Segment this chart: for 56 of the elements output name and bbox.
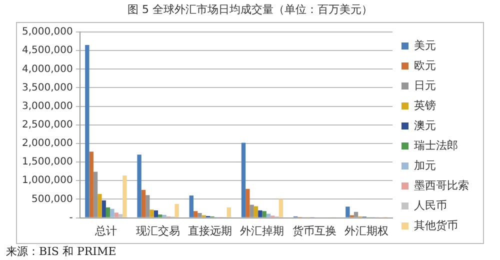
legend-label: 美元: [414, 38, 436, 52]
bar: [110, 208, 114, 218]
bar: [85, 45, 90, 218]
bar: [162, 214, 166, 218]
legend-label: 欧元: [414, 58, 436, 72]
x-tick-label: 直接远期: [188, 224, 232, 238]
bar: [262, 211, 266, 218]
legend-label: 英镑: [414, 98, 436, 112]
chart-title: 图 5 全球外汇市场日均成交量（单位：百万美元）: [126, 2, 374, 17]
x-tick-label: 现汇交易: [136, 224, 180, 238]
x-tick-label: 货币互换: [292, 224, 336, 238]
bar: [118, 214, 123, 218]
legend-label: 澳元: [414, 118, 436, 132]
y-tick-label: 1,500,000: [22, 156, 73, 168]
y-tick-label: 2,500,000: [22, 119, 73, 130]
bar: [154, 210, 158, 218]
y-tick-label: 500,000: [32, 194, 73, 205]
legend-label: 墨西哥比索: [414, 178, 469, 192]
bar: [158, 214, 162, 218]
y-tick-label: -: [69, 212, 74, 224]
y-tick-label: 5,000,000: [22, 26, 73, 38]
bar: [102, 200, 106, 218]
bar: [254, 206, 258, 218]
bar: [150, 210, 154, 218]
bar: [174, 204, 179, 218]
bar: [241, 142, 246, 218]
bar: [346, 206, 350, 218]
bar: [98, 194, 102, 218]
source-note: 来源：BIS 和 PRIME: [6, 244, 116, 259]
y-tick-label: 4,000,000: [22, 64, 73, 75]
x-tick-label: 总计: [94, 224, 117, 238]
bar: [258, 210, 262, 218]
legend-label: 人民币: [414, 198, 447, 212]
bar: [189, 196, 194, 218]
bar: [114, 212, 118, 218]
bar: [106, 207, 110, 218]
x-tick-label: 外汇掉期: [240, 224, 284, 238]
bar: [122, 175, 127, 218]
y-tick-label: 4,500,000: [22, 45, 73, 56]
bar: [141, 190, 146, 218]
bar: [193, 211, 198, 218]
bar: [226, 207, 231, 218]
legend-label: 日元: [414, 78, 436, 92]
bar: [246, 188, 250, 218]
bar: [266, 214, 271, 218]
bar: [137, 154, 142, 218]
legend-label: 其他货币: [414, 218, 458, 232]
y-tick-label: 3,500,000: [22, 82, 73, 94]
y-tick-label: 3,000,000: [22, 100, 73, 112]
x-tick-label: 外汇期权: [344, 224, 388, 238]
y-tick-label: 2,000,000: [22, 138, 73, 150]
bar: [278, 199, 284, 218]
legend-label: 加元: [414, 158, 436, 172]
y-tick-label: 1,000,000: [22, 175, 73, 186]
bar: [89, 152, 94, 218]
legend-label: 瑞士法郎: [414, 138, 458, 152]
